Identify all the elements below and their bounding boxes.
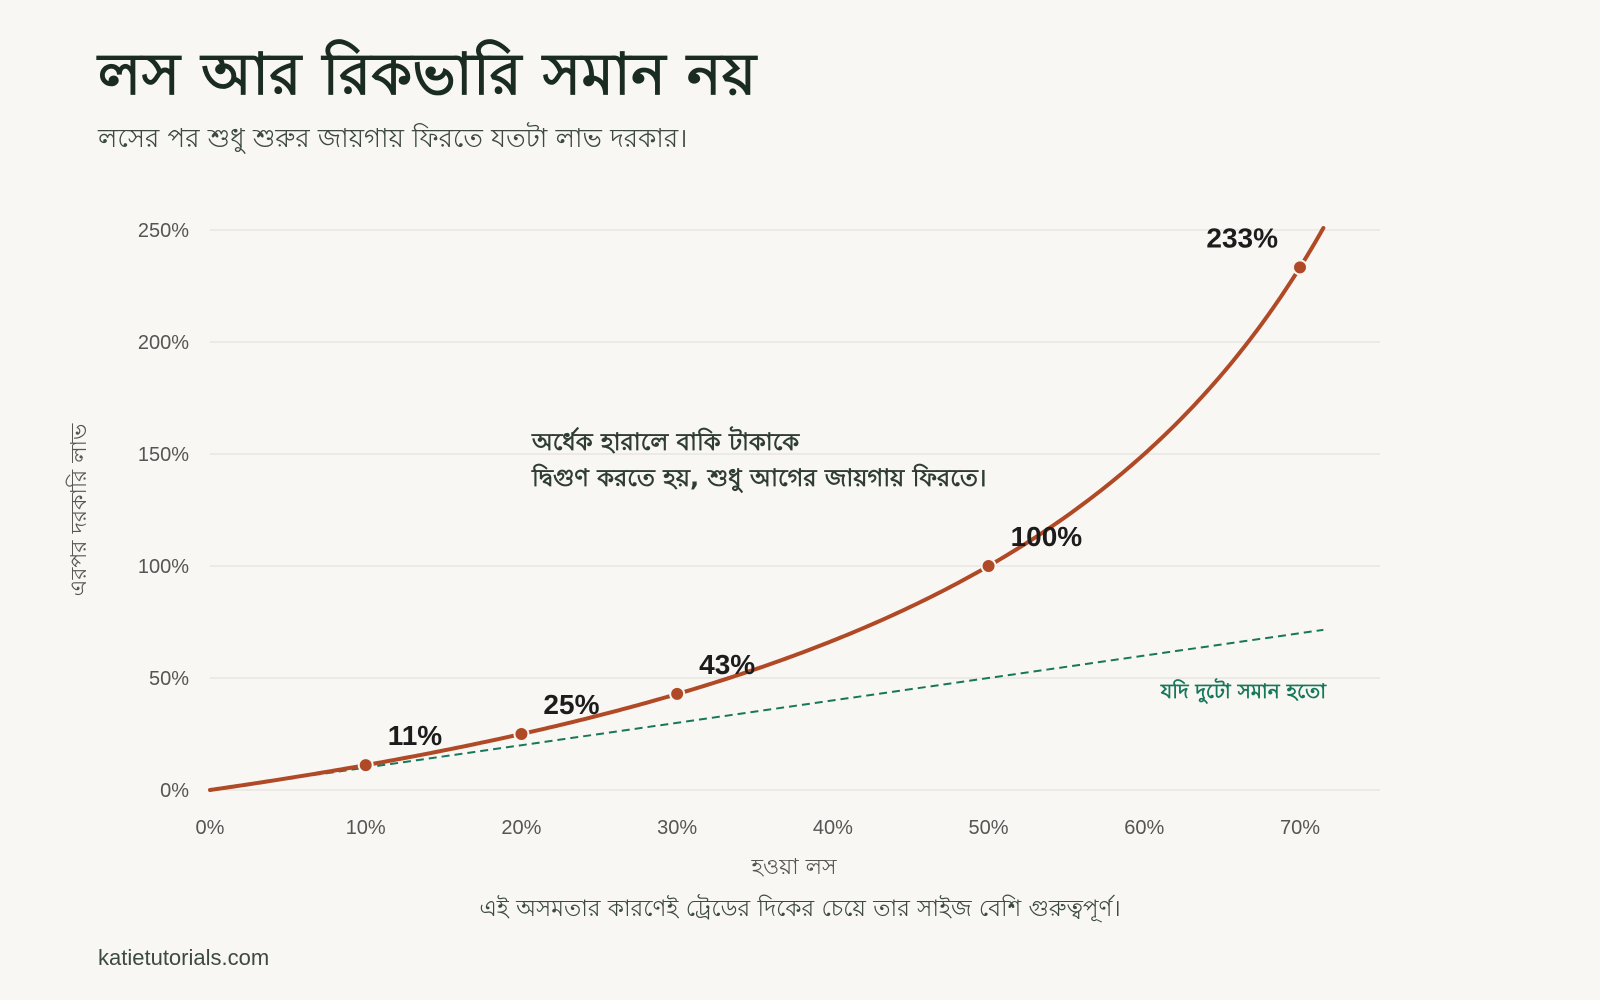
recovery-curve — [208, 226, 1326, 792]
data-point-30 — [669, 685, 686, 702]
y-tick-label-150: 150% — [138, 444, 189, 466]
x-tick-label-0: 0% — [196, 817, 225, 839]
x-axis-title: হওয়া লস — [750, 855, 836, 880]
x-tick-label-60: 60% — [1124, 817, 1164, 839]
point-label-20: 25% — [543, 689, 599, 720]
point-label-10: 11% — [388, 720, 443, 751]
annotation-line-1: অর্ধেক হারালে বাকি টাকাকে — [531, 426, 800, 456]
data-point-70 — [1292, 259, 1308, 276]
y-tick-labels: 0% 50% 100% 150% 200% 250% — [138, 220, 189, 802]
x-tick-label-70: 70% — [1280, 817, 1320, 839]
footer-brand: katietutorials.com — [98, 945, 270, 970]
y-tick-label-50: 50% — [149, 668, 189, 690]
x-tick-label-30: 30% — [657, 817, 697, 839]
page-title: লস আর রিকভারি সমান নয় — [98, 40, 757, 108]
footer-note: এই অসমতার কারণেই ট্রেডের দিকের চেয়ে তার… — [479, 896, 1121, 922]
point-labels: 11% 25% 43% 100% 233% — [388, 222, 1278, 751]
reference-line-group — [209, 628, 1324, 791]
point-label-70: 233% — [1206, 222, 1278, 253]
reference-line — [209, 628, 1324, 791]
y-axis-title: এরপর দরকারি লাভ — [66, 423, 92, 596]
data-point-10 — [357, 757, 374, 774]
page-subtitle: লসের পর শুধু শুরুর জায়গায় ফিরতে যতটা ল… — [98, 124, 688, 154]
y-tick-label-250: 250% — [138, 220, 189, 242]
y-tick-label-100: 100% — [138, 556, 189, 578]
point-label-50: 100% — [1011, 521, 1083, 552]
highlight-points — [357, 259, 1308, 774]
reference-line-label: যদি দুটো সমান হতো — [1160, 678, 1327, 704]
y-tick-label-0: 0% — [160, 780, 189, 802]
data-point-50 — [980, 558, 997, 574]
x-tick-label-50: 50% — [969, 817, 1009, 839]
x-tick-label-20: 20% — [501, 817, 541, 839]
grid-lines — [210, 229, 1380, 791]
data-point-20 — [513, 726, 530, 742]
recovery-curve-group — [208, 226, 1326, 792]
point-label-30: 43% — [699, 649, 755, 680]
annotation-line-2: দ্বিগুণ করতে হয়, শুধু আগের জায়গায় ফির… — [531, 463, 987, 493]
x-tick-label-40: 40% — [813, 817, 853, 839]
x-tick-labels: 0% 10% 20% 30% 40% 50% 60% 70% — [196, 817, 1321, 839]
x-tick-label-10: 10% — [346, 817, 386, 839]
y-tick-label-200: 200% — [138, 332, 189, 354]
